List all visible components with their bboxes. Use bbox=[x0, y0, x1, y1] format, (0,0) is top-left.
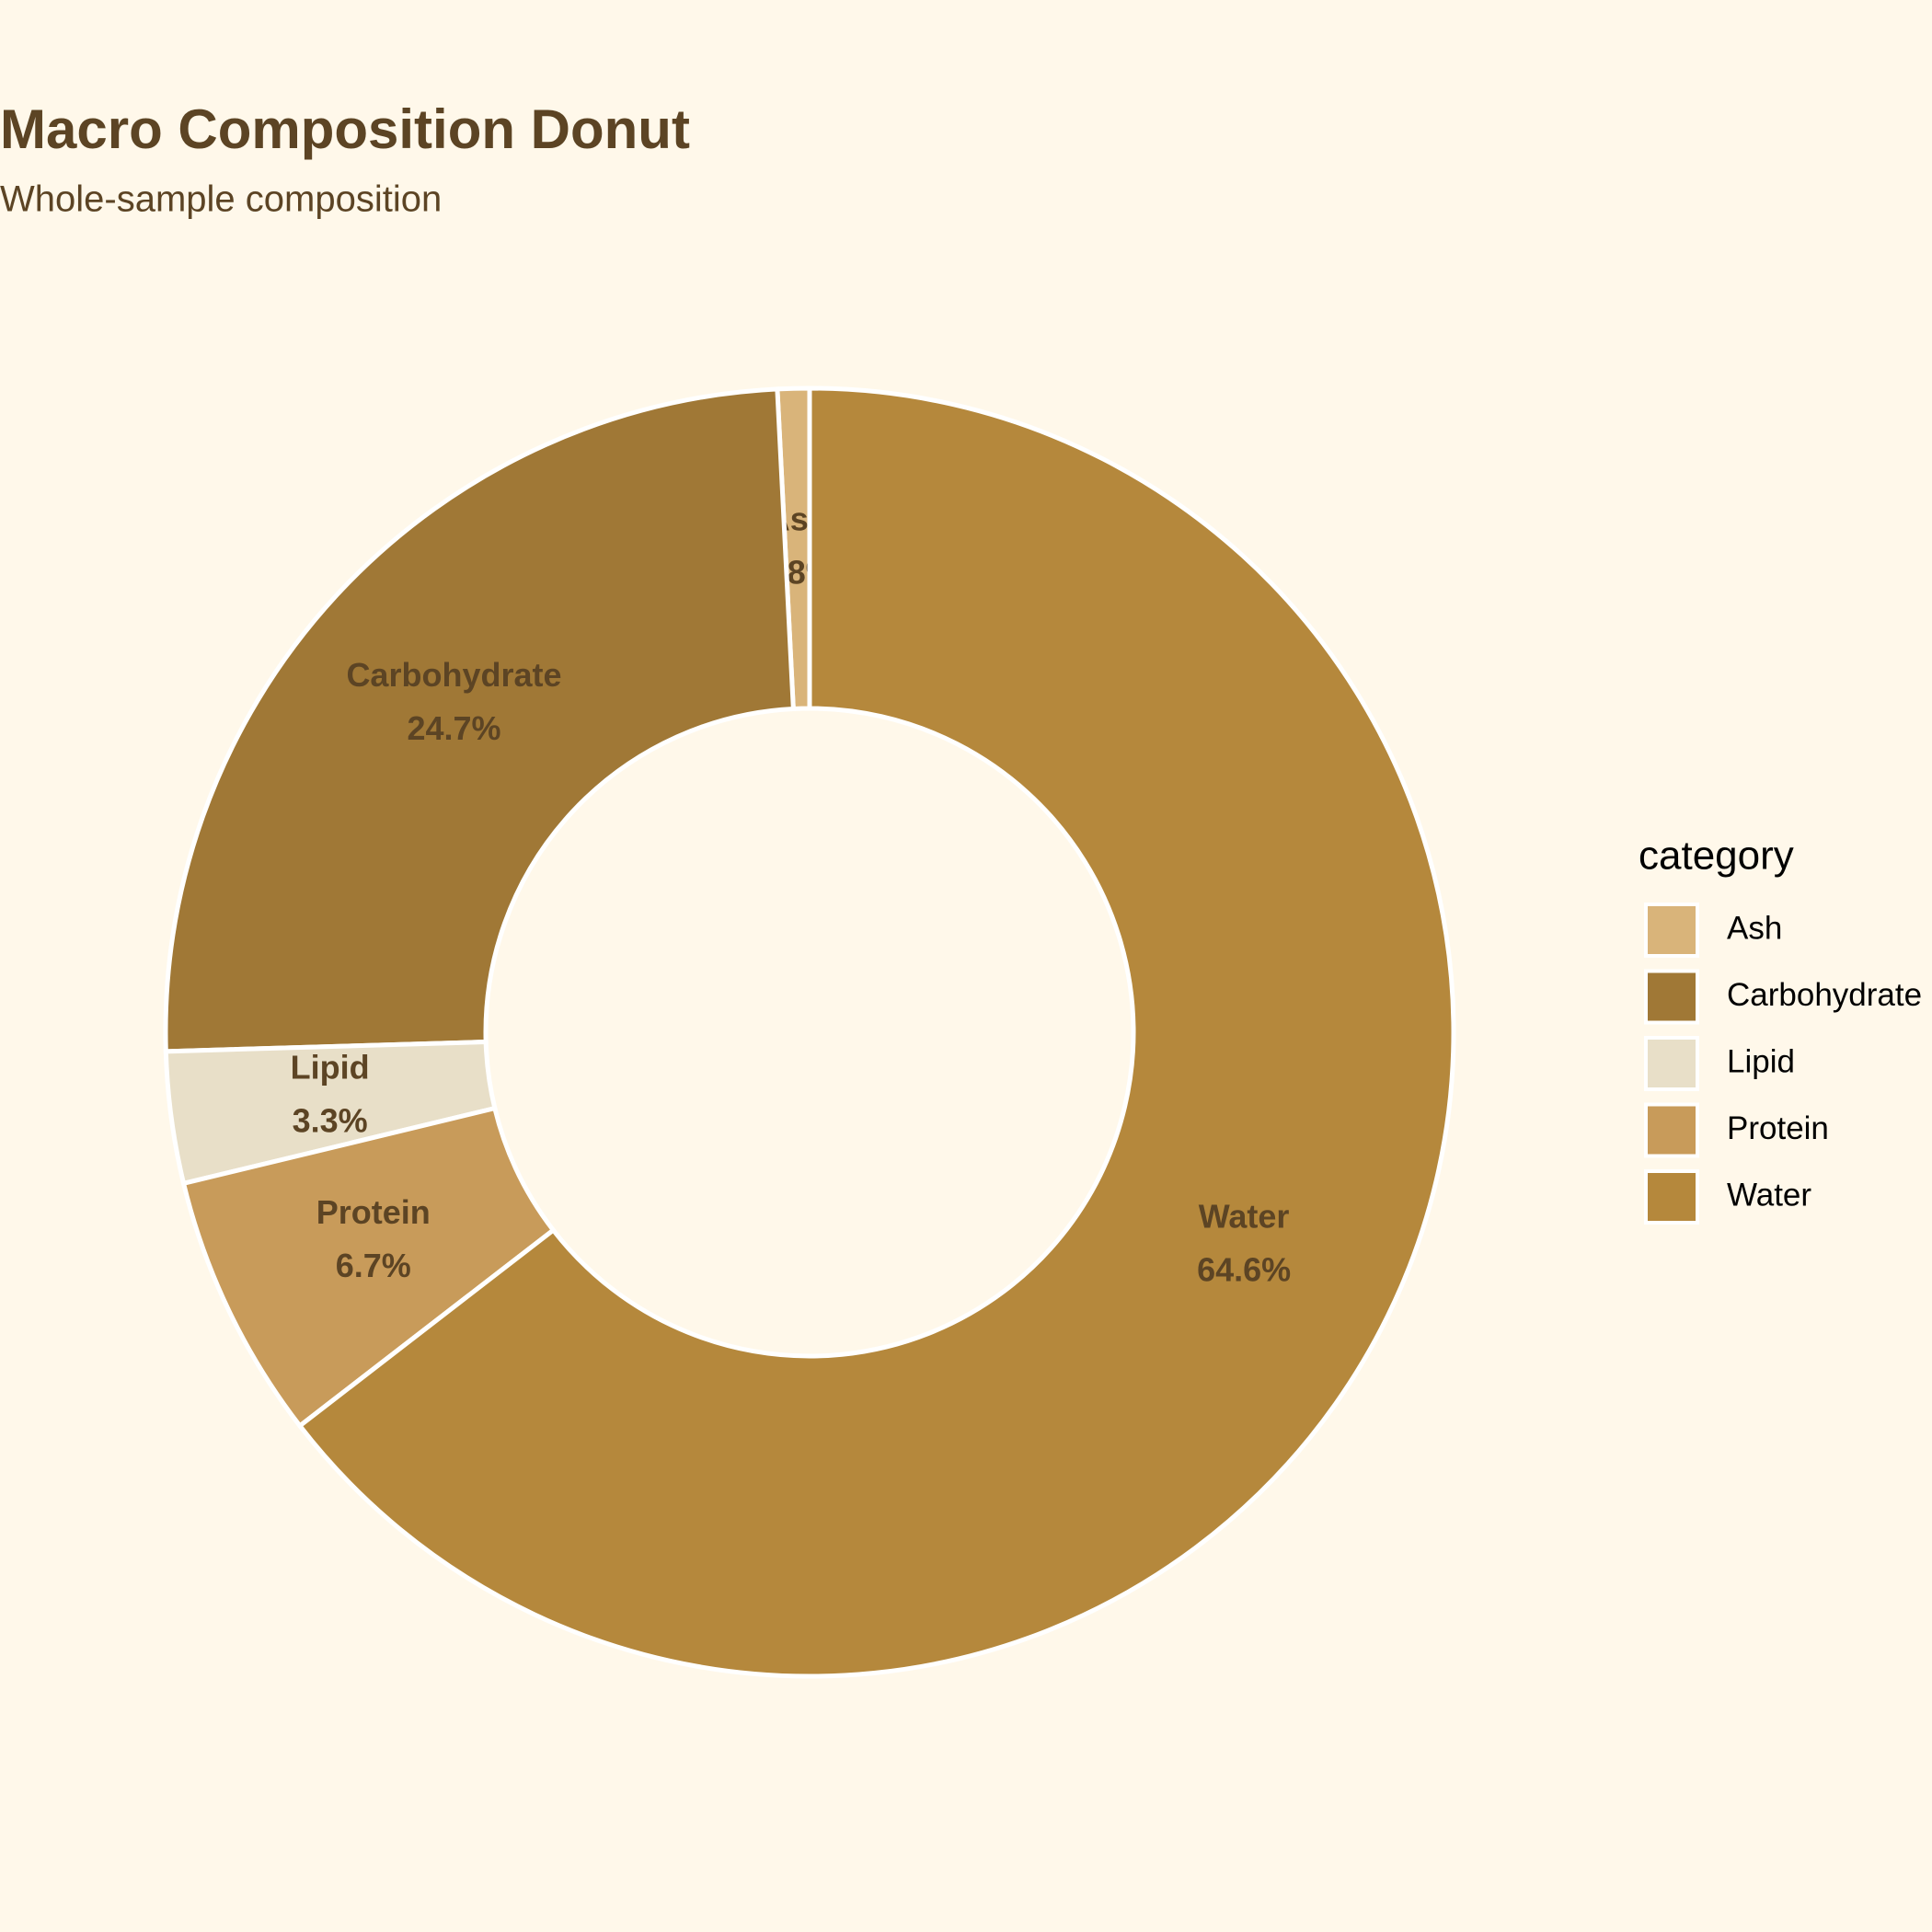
chart-subtitle: Whole-sample composition bbox=[0, 179, 442, 220]
slice-label: Water bbox=[1199, 1197, 1290, 1235]
legend-swatch bbox=[1644, 969, 1699, 1025]
legend-label: Carbohydrate bbox=[1727, 977, 1922, 1013]
slice-label: Lipid bbox=[291, 1048, 370, 1086]
slice-value-label: 64.6% bbox=[1197, 1250, 1291, 1288]
legend-swatch bbox=[1644, 903, 1699, 958]
slice-label: Carbohydrate bbox=[346, 656, 561, 694]
slice-label: Protein bbox=[316, 1193, 431, 1231]
legend-swatch bbox=[1644, 1036, 1699, 1091]
slice-value-label: 3.3% bbox=[293, 1101, 368, 1139]
legend-label: Water bbox=[1727, 1177, 1811, 1213]
legend-label: Lipid bbox=[1727, 1043, 1795, 1079]
legend-label: Protein bbox=[1727, 1110, 1829, 1146]
slice-value-label: 6.7% bbox=[336, 1247, 411, 1284]
legend-title: category bbox=[1639, 834, 1794, 879]
legend-swatch bbox=[1644, 1102, 1699, 1158]
donut-slice bbox=[296, 385, 1456, 1679]
chart-title: Macro Composition Donut bbox=[0, 98, 690, 160]
slice-value-label: 24.7% bbox=[407, 709, 500, 747]
legend-swatch bbox=[1644, 1169, 1699, 1225]
donut-slice bbox=[163, 386, 796, 1054]
legend-label: Ash bbox=[1727, 910, 1782, 946]
